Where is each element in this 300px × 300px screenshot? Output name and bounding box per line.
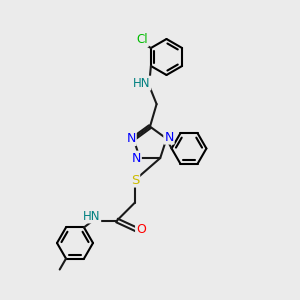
Text: HN: HN: [83, 209, 100, 223]
Text: O: O: [136, 223, 146, 236]
Text: N: N: [131, 152, 141, 165]
Text: N: N: [164, 130, 174, 144]
Text: S: S: [131, 173, 139, 187]
Text: HN: HN: [133, 76, 150, 90]
Text: Cl: Cl: [136, 33, 148, 46]
Text: N: N: [126, 132, 136, 145]
